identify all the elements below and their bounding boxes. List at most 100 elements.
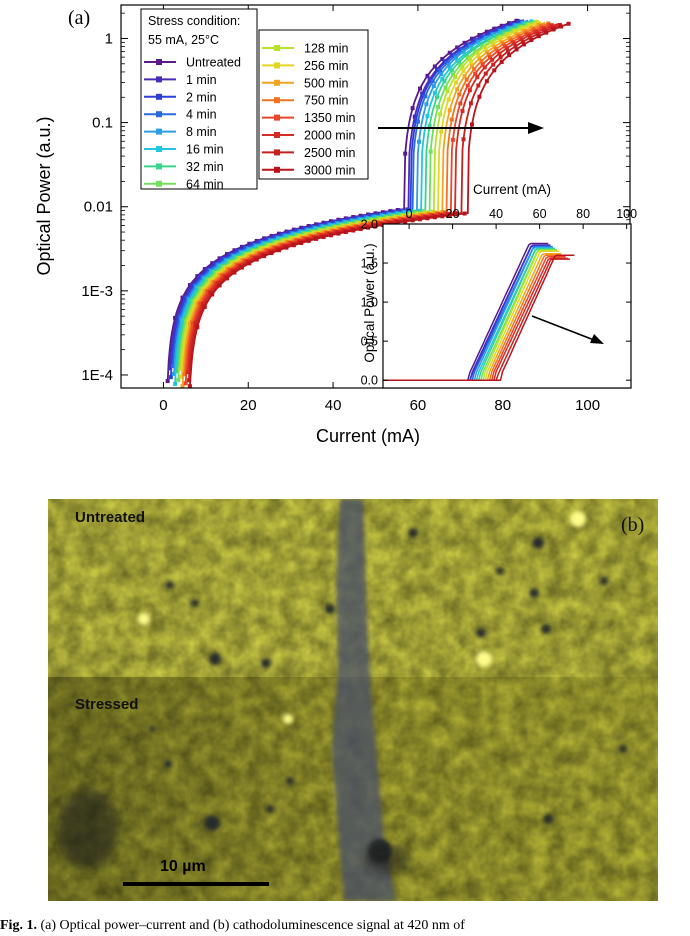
li-curve-marker [175,369,180,374]
li-curve-marker [536,34,541,39]
li-curve-marker [468,44,473,49]
li-curve-marker [257,245,262,250]
li-curve-marker [403,219,408,224]
li-curve-marker [165,379,170,384]
li-curve-marker [178,366,183,371]
li-curve-marker [366,220,371,225]
li-curve-marker [269,239,274,244]
trend-arrow-main [378,122,544,134]
li-curve-marker [423,94,428,99]
li-curve-marker [321,229,326,234]
cl-texture [48,499,658,901]
li-curve-marker [287,235,292,240]
li-curve-marker [225,252,230,257]
li-curve-marker [430,79,435,84]
li-curve-marker [431,84,436,89]
li-curve-marker [225,267,230,272]
li-curve-marker [460,64,465,69]
li-curve-marker [443,85,448,90]
li-curve-marker [299,225,304,230]
y-tick-label: 1 [105,30,113,47]
li-curve-marker [476,39,481,44]
li-curve-marker [461,137,466,142]
li-curve-marker [235,249,240,254]
li-curve-marker [306,233,311,238]
li-curve-marker [480,44,485,49]
li-curve-marker [464,53,469,58]
li-curve-marker [269,244,274,249]
li-curve-marker [195,274,200,279]
li-curve-marker [484,29,489,34]
li-curve-marker [492,33,497,38]
legend-marker [156,59,162,65]
li-curve-marker [277,242,282,247]
li-curve-marker [495,49,500,54]
li-curve-marker [460,108,465,113]
li-curve-marker [507,21,512,26]
li-curve-marker [198,286,203,291]
li-curve-marker [465,55,470,60]
li-curve-marker [492,26,497,31]
li-curve-marker [220,257,225,262]
li-curve-marker [213,270,218,275]
li-curve-marker [187,384,192,388]
li-curve-marker [187,321,192,326]
legend-marker [274,114,280,121]
inset-curves-group [383,242,575,381]
li-curve-marker [225,259,230,264]
li-curve-marker [486,37,491,42]
li-curve-marker [262,236,267,241]
li-curve-marker [217,283,222,288]
li-curve-marker [425,73,430,78]
li-curve-marker [477,56,482,61]
li-curve-marker [535,32,540,37]
li-curve-marker [250,242,255,247]
y-tick-label: 0.1 [92,115,113,132]
li-curve-marker [410,106,415,111]
li-curve-marker [277,236,282,241]
li-curve-marker [328,223,333,228]
li-curve-marker [469,64,474,69]
li-curve-marker [336,226,341,231]
li-curve-marker [436,68,441,73]
li-curve-marker [346,221,351,226]
li-curve-marker [324,231,329,236]
li-curve-marker [232,262,237,267]
li-curve-marker [449,117,454,122]
li-curve-marker [309,229,314,234]
legend-marker [156,163,162,170]
legend-marker [274,79,280,86]
li-curve-marker [498,37,503,42]
li-curve-marker [247,247,252,252]
li-curve-marker [467,56,472,61]
li-curve-marker [458,101,463,106]
li-curve-marker [412,114,417,119]
legend-entry: 750 min [304,94,349,108]
li-curve-marker [462,40,467,45]
li-curve-marker [202,276,207,281]
li-curve-marker [176,316,181,321]
main-axis-ticks: 0 20 40 60 80 100 1E-4 1E-3 0.01 0.1 1 [81,5,630,414]
li-curve-marker [465,83,470,88]
li-curve-marker [291,243,296,248]
li-curve-marker [179,374,184,379]
li-curve-marker [277,231,282,236]
li-curve-marker [469,46,474,51]
inset-top-tick-label: 80 [576,207,590,221]
legend-entry: 1350 min [304,111,355,125]
li-curve-marker [517,35,522,40]
li-curve-marker [182,317,187,322]
li-curve-marker [432,90,437,95]
legend-entry: 2 min [186,90,217,104]
li-curve-marker [395,220,400,225]
li-curve-marker [280,243,285,248]
li-curve-marker [193,320,198,325]
li-curve-marker [499,23,504,28]
li-curve-marker [551,27,556,32]
li-curve-marker [299,235,304,240]
li-curve-marker [299,230,304,235]
li-curve-marker [254,244,259,249]
li-curve-marker [492,44,497,49]
li-curve-marker [498,55,503,60]
li-curve-marker [532,28,537,33]
